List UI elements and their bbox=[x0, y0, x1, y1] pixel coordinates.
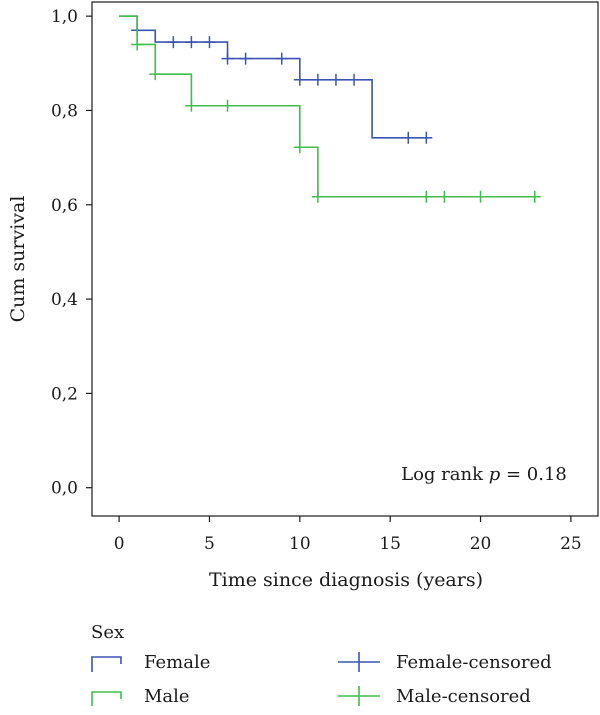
legend-label-female-censored: Female-censored bbox=[396, 652, 552, 673]
censor-mark-female bbox=[420, 131, 433, 144]
censor-mark-male bbox=[474, 190, 487, 203]
legend-swatch-female bbox=[91, 656, 122, 672]
censor-mark-male bbox=[438, 190, 451, 203]
legend-label-male-censored: Male-censored bbox=[396, 686, 531, 707]
survival-curve-female bbox=[119, 15, 430, 139]
series-female bbox=[119, 15, 433, 144]
log-rank-prefix: Log rank bbox=[401, 464, 489, 485]
x-axis-ticks: 0 5 10 15 20 25 bbox=[114, 516, 582, 554]
log-rank-p: p bbox=[489, 464, 501, 485]
legend-swatch-male bbox=[91, 691, 122, 706]
x-tick-label: 10 bbox=[289, 534, 311, 554]
legend-entry-female-censored: Female-censored bbox=[338, 652, 552, 673]
legend-swatch-male-censored bbox=[338, 686, 380, 706]
legend-entry-female: Female bbox=[91, 652, 210, 673]
survival-curve-male bbox=[119, 15, 535, 198]
legend-label-female: Female bbox=[144, 652, 210, 673]
x-axis-title: Time since diagnosis (years) bbox=[209, 569, 483, 591]
censor-mark-female bbox=[275, 52, 288, 65]
censor-mark-female bbox=[239, 52, 252, 65]
log-rank-annotation: Log rank p = 0.18 bbox=[401, 464, 567, 485]
x-tick-label: 25 bbox=[560, 534, 582, 554]
series-male bbox=[119, 15, 541, 203]
censor-mark-female bbox=[293, 73, 306, 86]
plot-frame bbox=[91, 1, 599, 517]
x-tick-label: 20 bbox=[470, 534, 492, 554]
censor-mark-female bbox=[185, 36, 198, 49]
x-tick-label: 15 bbox=[379, 534, 401, 554]
legend-title: Sex bbox=[91, 622, 124, 643]
y-tick-label: 0,8 bbox=[51, 101, 78, 121]
censor-mark-male bbox=[131, 38, 144, 51]
log-rank-suffix: = 0.18 bbox=[500, 464, 567, 485]
y-tick-label: 0,0 bbox=[51, 479, 78, 499]
censor-mark-female bbox=[348, 73, 361, 86]
y-tick-label: 0,4 bbox=[51, 290, 78, 310]
censor-mark-female bbox=[221, 52, 234, 65]
censor-mark-male bbox=[420, 190, 433, 203]
legend: Sex Female Female-censored Male Male-cen… bbox=[91, 622, 552, 707]
censor-mark-male bbox=[221, 99, 234, 112]
x-tick-label: 5 bbox=[204, 534, 215, 554]
series-layer bbox=[119, 15, 541, 203]
legend-swatch-female-censored bbox=[338, 652, 380, 672]
censor-mark-male bbox=[528, 190, 541, 203]
legend-entry-male-censored: Male-censored bbox=[338, 686, 531, 707]
censor-mark-male bbox=[149, 68, 162, 81]
y-axis-ticks: 0,0 0,2 0,4 0,6 0,8 1,0 bbox=[51, 7, 92, 499]
censor-mark-male bbox=[311, 190, 324, 203]
y-tick-label: 1,0 bbox=[51, 7, 78, 27]
censor-mark-female bbox=[402, 131, 415, 144]
legend-label-male: Male bbox=[144, 686, 190, 707]
censor-mark-female bbox=[329, 73, 342, 86]
y-tick-label: 0,6 bbox=[51, 196, 78, 216]
y-tick-label: 0,2 bbox=[51, 384, 78, 404]
censor-mark-female bbox=[311, 73, 324, 86]
censor-mark-male bbox=[293, 141, 306, 154]
censor-mark-male bbox=[185, 99, 198, 112]
censor-mark-female bbox=[203, 36, 216, 49]
y-axis-title: Cum survival bbox=[7, 196, 29, 323]
x-tick-label: 0 bbox=[114, 534, 125, 554]
censor-mark-female bbox=[167, 36, 180, 49]
legend-entry-male: Male bbox=[91, 686, 190, 707]
